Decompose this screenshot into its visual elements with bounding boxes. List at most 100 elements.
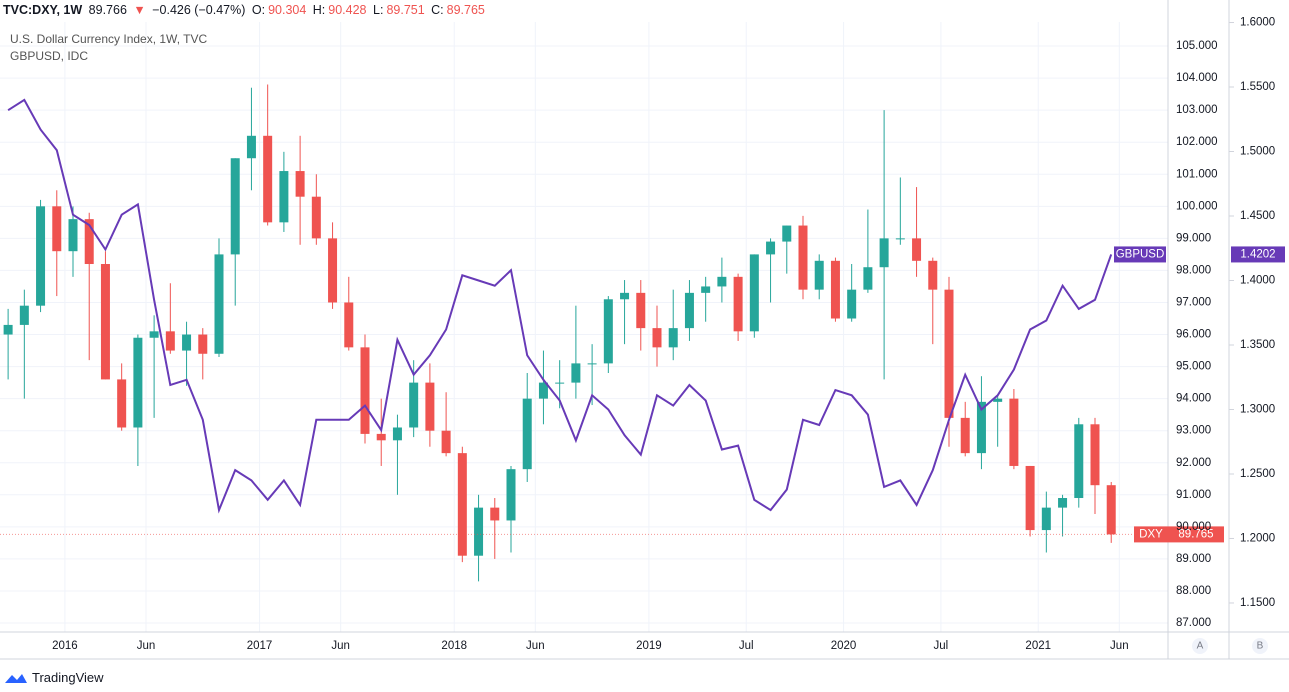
candle-body: [133, 337, 143, 428]
y-tick-label: 92.000: [1176, 457, 1211, 469]
candle-body: [1106, 485, 1116, 535]
high-label: H:: [312, 3, 326, 17]
candle-body: [100, 264, 110, 380]
series-tag-label: GBPUSD: [1116, 248, 1165, 260]
series-tag: [1134, 526, 1168, 543]
candle-body: [895, 238, 905, 240]
candle-body: [376, 433, 386, 441]
candle-body: [960, 417, 970, 454]
candle-body: [279, 171, 289, 223]
candle-body: [1025, 465, 1035, 531]
candle-body: [19, 305, 29, 325]
candle-body: [798, 225, 808, 290]
candle-body: [1074, 424, 1084, 499]
candle-body: [344, 302, 354, 348]
candle-body: [165, 331, 175, 351]
y2-tick-label: 1.5500: [1240, 81, 1275, 93]
y-tick-label: 87.000: [1176, 617, 1211, 629]
brand[interactable]: TradingView: [4, 670, 104, 685]
y-tick-label: 103.000: [1176, 104, 1218, 116]
y-tick-label: 91.000: [1176, 489, 1211, 501]
chart: U.S. Dollar Currency Index, 1W, TVC GBPU…: [0, 0, 1289, 660]
low-label: L:: [373, 3, 384, 17]
candle-body: [847, 289, 857, 319]
candle-body: [928, 260, 938, 290]
open-value: 90.304: [268, 3, 307, 17]
y-tick-label: 88.000: [1176, 585, 1211, 597]
candle-body: [620, 292, 630, 300]
scale-button[interactable]: [1252, 638, 1268, 654]
y2-tick-label: 1.2500: [1240, 468, 1275, 480]
candle-body: [555, 382, 565, 384]
symbol: TVC:DXY, 1W: [3, 3, 83, 17]
candle-body: [522, 398, 532, 470]
candle-body: [717, 276, 727, 287]
y-tick-label: 95.000: [1176, 361, 1211, 373]
y2-tick-label: 1.3500: [1240, 339, 1275, 351]
y-tick-label: 94.000: [1176, 393, 1211, 405]
candle-body: [782, 225, 792, 242]
candle-body: [879, 238, 889, 268]
series-tag: [1114, 246, 1166, 263]
candle-body: [425, 382, 435, 431]
candle-body: [198, 334, 208, 354]
legend-gbpusd: GBPUSD, IDC: [10, 49, 88, 63]
candle-body: [944, 289, 954, 418]
y-tick-label: 99.000: [1176, 232, 1211, 244]
x-tick-label: 2017: [247, 640, 273, 652]
candle-body: [830, 260, 840, 319]
y-tick-label: 105.000: [1176, 40, 1218, 52]
x-tick-label: Jun: [137, 640, 156, 652]
candle-body: [474, 507, 484, 556]
scale-button-label[interactable]: A: [1197, 641, 1204, 652]
y-tick-label: 101.000: [1176, 168, 1218, 180]
candle-body: [311, 196, 321, 239]
candle-body: [766, 241, 776, 255]
candle-body: [52, 206, 62, 252]
candle-body: [409, 382, 419, 428]
series-tag-label: DXY: [1139, 528, 1163, 540]
candle-body: [814, 260, 824, 290]
x-tick-label: Jun: [331, 640, 350, 652]
candle-body: [1041, 507, 1051, 531]
candle-body: [230, 158, 240, 255]
candle-body: [3, 324, 13, 335]
candle-body: [701, 286, 711, 293]
open-label: O:: [251, 3, 266, 17]
x-tick-label: 2016: [52, 640, 78, 652]
x-tick-label: Jun: [1110, 640, 1129, 652]
x-tick-label: Jul: [739, 640, 754, 652]
line: [7, 98, 1113, 514]
x-tick-label: 2020: [831, 640, 857, 652]
low-value: 89.751: [386, 3, 425, 17]
y-tick-label: 96.000: [1176, 329, 1211, 341]
y-tick-label: 89.000: [1176, 553, 1211, 565]
scale-button[interactable]: [1192, 638, 1208, 654]
candle-body: [441, 430, 451, 454]
change-arrow: ▼: [133, 3, 146, 17]
change: −0.426 (−0.47%): [152, 3, 246, 17]
candle-body: [117, 379, 127, 428]
last-price-box: [1168, 526, 1224, 543]
candle-body: [668, 328, 678, 348]
y-tick-label: 93.000: [1176, 425, 1211, 437]
y2-tick-label: 1.6000: [1240, 17, 1275, 29]
last-price-label: 1.4202: [1240, 248, 1275, 260]
candle-body: [993, 398, 1003, 402]
candle-body: [68, 219, 78, 252]
candle-body: [603, 299, 613, 364]
candle-body: [912, 238, 922, 261]
candle-body: [538, 382, 548, 399]
candle-body: [571, 363, 581, 383]
last-price: 89.766: [88, 3, 127, 17]
candle-body: [392, 427, 402, 441]
y2-tick-label: 1.5000: [1240, 146, 1275, 158]
candle-body: [214, 254, 224, 354]
symbol-header: TVC:DXY, 1W 89.766 ▼ −0.426 (−0.47%) O: 9…: [3, 3, 488, 17]
y-tick-label: 97.000: [1176, 297, 1211, 309]
candle-body: [84, 219, 94, 265]
scale-button-label[interactable]: B: [1257, 641, 1264, 652]
x-tick-label: Jul: [934, 640, 949, 652]
last-price-label: 89.765: [1178, 528, 1213, 540]
candle-body: [457, 453, 467, 556]
